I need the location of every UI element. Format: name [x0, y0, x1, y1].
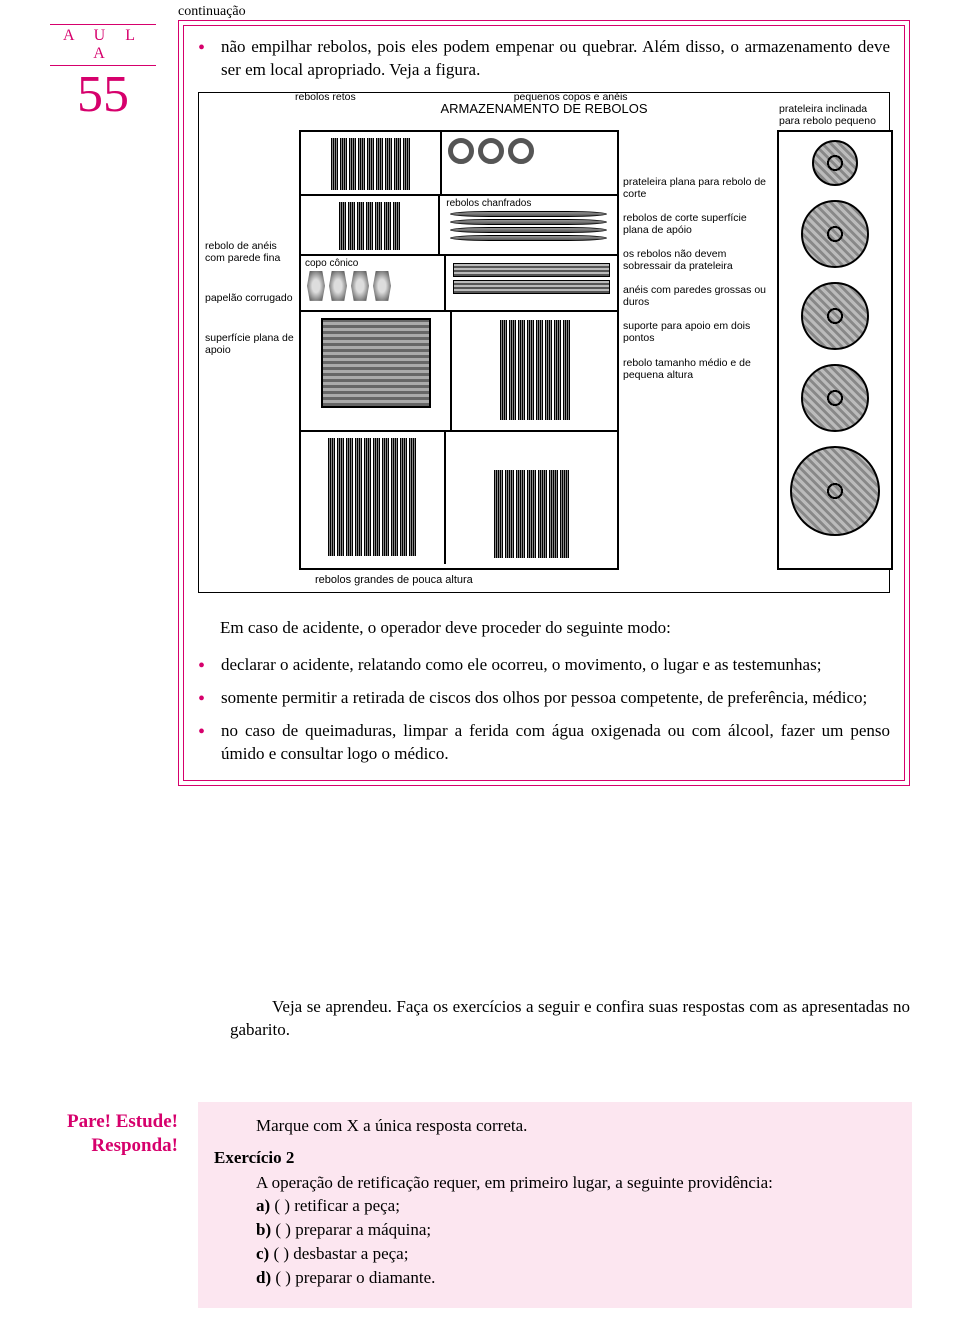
aula-badge: A U L A 55 [50, 24, 156, 104]
veja-text: Veja se aprendeu. Faça os exercícios a s… [230, 996, 910, 1042]
label-suporte-apoio: suporte para apoio em dois pontos [623, 320, 773, 344]
aula-label: A U L A [50, 24, 156, 66]
diagram-top-labels: rebolos retos pequenos copos e anéis [295, 91, 628, 103]
bullet-icon: • [198, 689, 205, 710]
option-a-label: a) [256, 1196, 270, 1215]
label-chanfrados: rebolos chanfrados [446, 198, 611, 209]
list-item: • declarar o acidente, relatando como el… [198, 654, 890, 677]
exercise-instruction: Marque com X a única resposta correta. [214, 1114, 896, 1138]
label-prateleira-inclinada: prateleira inclinada para rebolo pequeno [779, 103, 891, 127]
label-papelao: papelão corrugado [205, 292, 295, 304]
label-rebolos-corte: rebolos de corte superfície plana de apó… [623, 212, 773, 236]
label-nao-sobressair: os rebolos não devem sobressair da prate… [623, 248, 773, 272]
diagram-left-labels: rebolo de anéis com parede fina papelão … [205, 130, 295, 570]
option-c-text: ( ) desbastar a peça; [273, 1244, 408, 1263]
bullet-icon: • [198, 722, 205, 766]
option-a[interactable]: a) ( ) retificar a peça; [256, 1194, 896, 1218]
continuation-label: continuação [178, 4, 246, 20]
list-item: • no caso de queimaduras, limpar a ferid… [198, 720, 890, 766]
label-rebolo-aneis: rebolo de anéis com parede fina [205, 240, 295, 264]
bullet-text: somente permitir a retirada de ciscos do… [221, 687, 890, 710]
option-b[interactable]: b) ( ) preparar a máquina; [256, 1218, 896, 1242]
option-b-label: b) [256, 1220, 271, 1239]
option-d-label: d) [256, 1268, 271, 1287]
option-c-label: c) [256, 1244, 269, 1263]
main-content-frame: • não empilhar rebolos, pois eles podem … [178, 20, 910, 786]
storage-diagram: ARMAZENAMENTO DE REBOLOS rebolos retos p… [198, 92, 890, 593]
option-c[interactable]: c) ( ) desbastar a peça; [256, 1242, 896, 1266]
label-rebolo-medio: rebolo tamanho médio e de pequena altura [623, 357, 773, 381]
shelf-unit: rebolos chanfrados copo cônico [299, 130, 619, 570]
diagram-right-labels: prateleira plana para rebolo de corte re… [623, 130, 773, 570]
bullet-icon: • [198, 656, 205, 677]
option-d-text: ( ) preparar o diamante. [275, 1268, 435, 1287]
label-pequenos-copos: pequenos copos e anéis [514, 91, 628, 103]
bullet-text: declarar o acidente, relatando como ele … [221, 654, 890, 677]
accident-intro: Em caso de acidente, o operador deve pro… [220, 617, 890, 640]
bullet-text: no caso de queimaduras, limpar a ferida … [221, 720, 890, 766]
label-rebolos-grandes: rebolos grandes de pouca altura [205, 574, 883, 586]
check-learning-text: Veja se aprendeu. Faça os exercícios a s… [230, 996, 910, 1042]
pare-estude-label: Pare! Estude! Responda! [28, 1110, 178, 1158]
label-superficie-plana: superfície plana de apoio [205, 332, 295, 356]
exercise-title: Exercício 2 [214, 1146, 896, 1170]
exercise-options: a) ( ) retificar a peça; b) ( ) preparar… [256, 1194, 896, 1289]
label-prateleira-plana: prateleira plana para rebolo de corte [623, 176, 773, 200]
pare-line1: Pare! Estude! [28, 1110, 178, 1134]
list-item: • somente permitir a retirada de ciscos … [198, 687, 890, 710]
inclined-rack [777, 130, 893, 570]
main-content-inner: • não empilhar rebolos, pois eles podem … [183, 25, 905, 781]
label-copo-conico: copo cônico [305, 258, 440, 269]
option-a-text: ( ) retificar a peça; [274, 1196, 400, 1215]
label-rebolos-retos: rebolos retos [295, 91, 356, 103]
aula-number: 55 [50, 66, 156, 123]
option-b-text: ( ) preparar a máquina; [275, 1220, 431, 1239]
exercise-question: A operação de retificação requer, em pri… [214, 1171, 896, 1195]
bullet-icon: • [198, 38, 205, 82]
accident-bullet-list: • declarar o acidente, relatando como el… [198, 654, 890, 766]
label-aneis-grossas: anéis com paredes grossas ou duros [623, 284, 773, 308]
exercise-panel: Marque com X a única resposta correta. E… [198, 1102, 912, 1308]
list-item: • não empilhar rebolos, pois eles podem … [198, 36, 890, 82]
option-d[interactable]: d) ( ) preparar o diamante. [256, 1266, 896, 1290]
bullet-text: não empilhar rebolos, pois eles podem em… [221, 36, 890, 82]
pare-line2: Responda! [28, 1134, 178, 1158]
storage-bullet-list: • não empilhar rebolos, pois eles podem … [198, 36, 890, 82]
